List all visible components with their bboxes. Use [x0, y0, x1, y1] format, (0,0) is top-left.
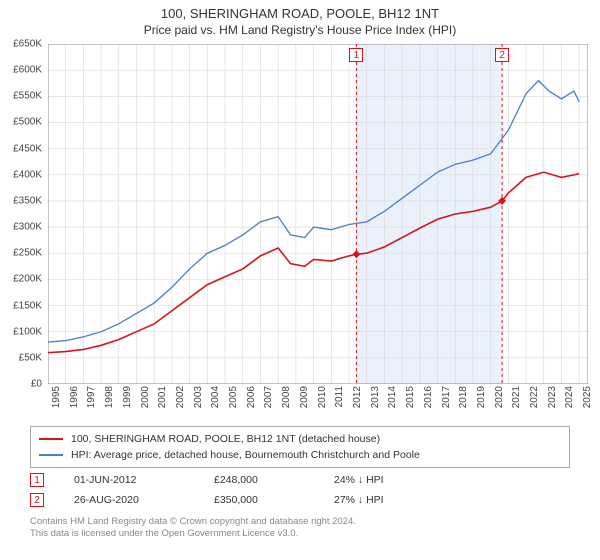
- x-tick-label: 1999: [122, 386, 133, 408]
- x-tick-label: 2023: [547, 386, 558, 408]
- footer-attribution: Contains HM Land Registry data © Crown c…: [30, 516, 570, 541]
- x-tick-label: 1996: [69, 386, 80, 408]
- y-tick-label: £450K: [13, 143, 42, 154]
- x-tick-label: 1995: [51, 386, 62, 408]
- sale-date: 01-JUN-2012: [74, 474, 214, 486]
- y-tick-label: £100K: [13, 326, 42, 337]
- sales-table: 1 01-JUN-2012£248,00024% ↓ HPI 2 26-AUG-202…: [30, 470, 570, 510]
- x-tick-label: 2001: [157, 386, 168, 408]
- sale-date: 26-AUG-2020: [74, 494, 214, 506]
- footer-line-1: Contains HM Land Registry data © Crown c…: [30, 516, 570, 528]
- sale-delta: 24% ↓ HPI: [334, 474, 454, 486]
- x-tick-label: 2016: [423, 386, 434, 408]
- y-tick-label: £50K: [19, 352, 42, 363]
- chart-subtitle: Price paid vs. HM Land Registry's House …: [0, 21, 600, 41]
- event-marker-2: 2: [495, 48, 509, 62]
- event-marker-1: 1: [349, 48, 363, 62]
- y-tick-label: £550K: [13, 91, 42, 102]
- x-tick-label: 1997: [86, 386, 97, 408]
- x-tick-label: 2025: [582, 386, 593, 408]
- x-tick-label: 2012: [352, 386, 363, 408]
- x-tick-label: 1998: [104, 386, 115, 408]
- sale-price: £350,000: [214, 494, 334, 506]
- y-tick-label: £500K: [13, 117, 42, 128]
- x-tick-label: 2004: [210, 386, 221, 408]
- sale-delta: 27% ↓ HPI: [334, 494, 454, 506]
- x-tick-label: 2000: [140, 386, 151, 408]
- legend-swatch-1: [39, 438, 63, 440]
- x-tick-label: 2015: [405, 386, 416, 408]
- x-tick-label: 2019: [476, 386, 487, 408]
- sale-marker: 2: [30, 493, 44, 507]
- x-tick-label: 2009: [299, 386, 310, 408]
- chart-svg: [48, 44, 588, 384]
- x-tick-label: 2021: [511, 386, 522, 408]
- y-tick-label: £650K: [13, 39, 42, 50]
- y-tick-label: £600K: [13, 65, 42, 76]
- x-tick-label: 2007: [263, 386, 274, 408]
- legend-swatch-2: [39, 454, 63, 456]
- y-tick-label: £150K: [13, 300, 42, 311]
- x-tick-label: 2006: [246, 386, 257, 408]
- y-tick-label: £0: [31, 379, 42, 390]
- legend-row-1: 100, SHERINGHAM ROAD, POOLE, BH12 1NT (d…: [39, 431, 561, 447]
- sale-row: 1 01-JUN-2012£248,00024% ↓ HPI: [30, 470, 570, 490]
- y-tick-label: £350K: [13, 195, 42, 206]
- sale-row: 2 26-AUG-2020£350,00027% ↓ HPI: [30, 490, 570, 510]
- x-tick-label: 2018: [458, 386, 469, 408]
- legend: 100, SHERINGHAM ROAD, POOLE, BH12 1NT (d…: [30, 426, 570, 468]
- x-tick-label: 2022: [529, 386, 540, 408]
- chart-title: 100, SHERINGHAM ROAD, POOLE, BH12 1NT: [0, 0, 600, 21]
- x-tick-label: 2013: [370, 386, 381, 408]
- y-tick-label: £250K: [13, 248, 42, 259]
- y-tick-label: £300K: [13, 222, 42, 233]
- x-tick-label: 2011: [334, 386, 345, 408]
- x-tick-label: 2005: [228, 386, 239, 408]
- legend-row-2: HPI: Average price, detached house, Bour…: [39, 447, 561, 463]
- x-tick-label: 2003: [193, 386, 204, 408]
- x-tick-label: 2008: [281, 386, 292, 408]
- footer-line-2: This data is licensed under the Open Gov…: [30, 528, 570, 540]
- legend-label-1: 100, SHERINGHAM ROAD, POOLE, BH12 1NT (d…: [71, 433, 380, 445]
- y-tick-label: £400K: [13, 169, 42, 180]
- x-tick-label: 2014: [387, 386, 398, 408]
- y-tick-label: £200K: [13, 274, 42, 285]
- x-tick-label: 2024: [564, 386, 575, 408]
- x-tick-label: 2017: [441, 386, 452, 408]
- chart-area: 12£0£50K£100K£150K£200K£250K£300K£350K£4…: [48, 44, 588, 384]
- sale-price: £248,000: [214, 474, 334, 486]
- x-tick-label: 2010: [317, 386, 328, 408]
- sale-marker: 1: [30, 473, 44, 487]
- x-tick-label: 2020: [494, 386, 505, 408]
- legend-label-2: HPI: Average price, detached house, Bour…: [71, 449, 420, 461]
- x-tick-label: 2002: [175, 386, 186, 408]
